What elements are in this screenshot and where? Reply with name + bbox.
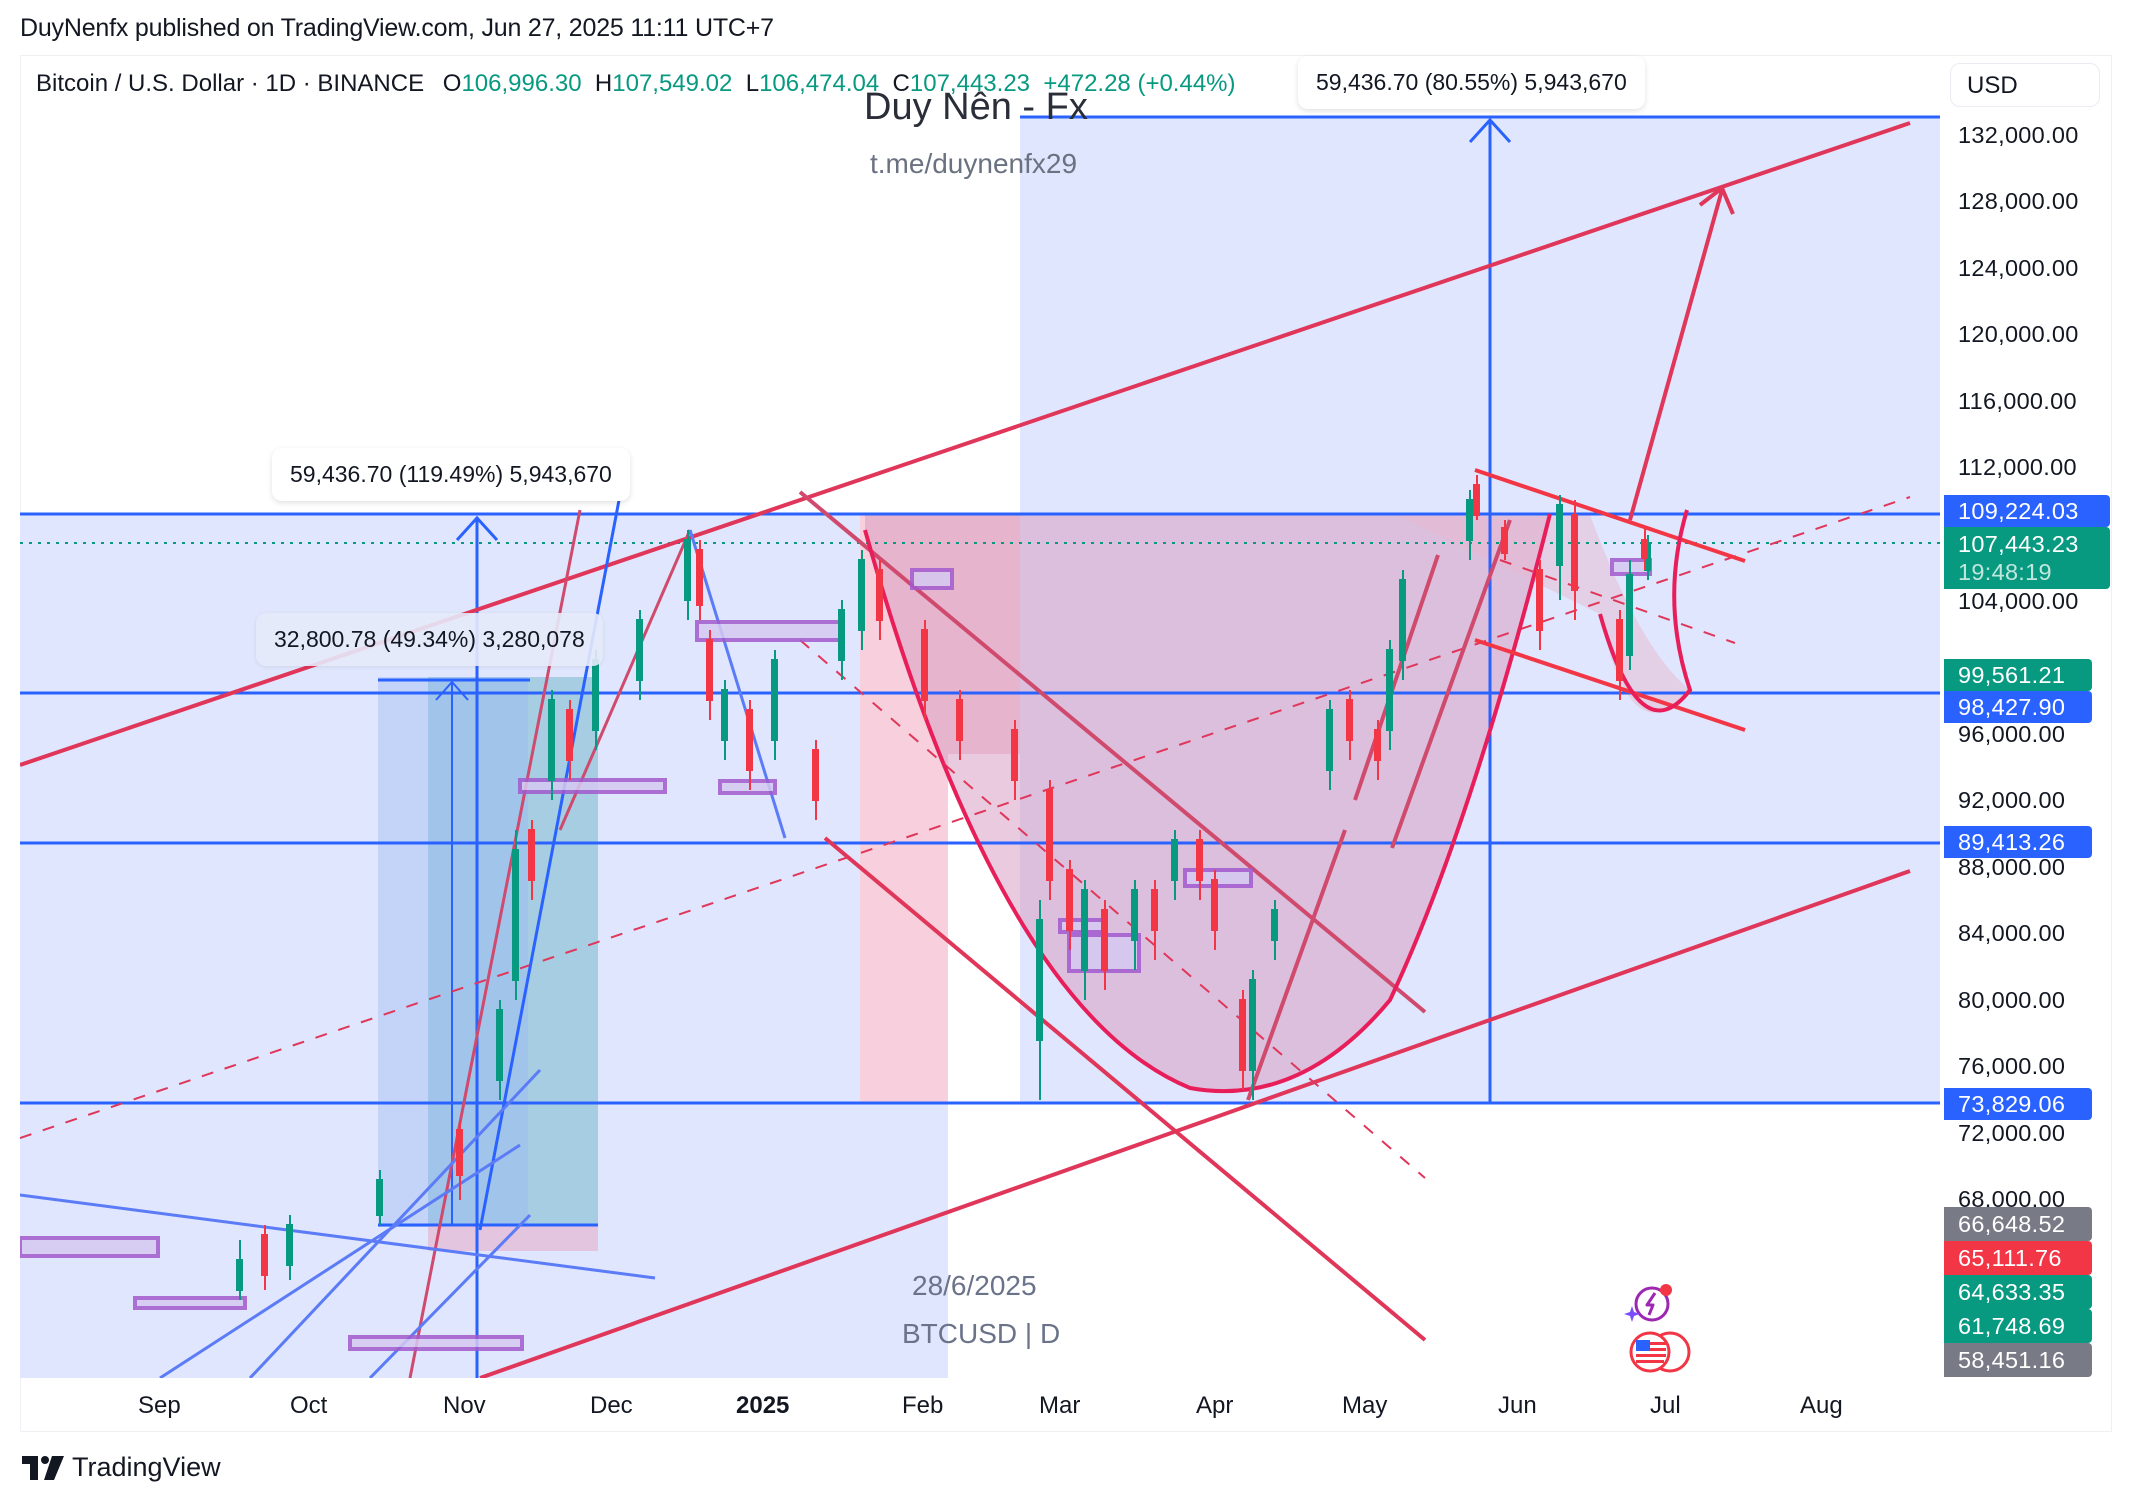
us-economic-events-icon[interactable]	[1628, 1330, 1694, 1379]
price-badge: 64,633.35	[1944, 1275, 2092, 1309]
symbol-legend[interactable]: Bitcoin / U.S. Dollar · 1D · BINANCE O10…	[36, 70, 1236, 98]
watermark-title: Duy Nên - Fx	[864, 86, 1088, 128]
tradingview-logo-icon	[22, 1455, 64, 1480]
price-tick: 120,000.00	[1958, 321, 2079, 347]
time-label: May	[1342, 1392, 1388, 1419]
low-value: 106,474.04	[759, 70, 880, 97]
high-value: 107,549.02	[612, 70, 733, 97]
price-badge-level: 98,427.90	[1944, 691, 2092, 723]
tradingview-brand: TradingView	[72, 1452, 221, 1482]
last-price: 107,443.23	[1958, 531, 2079, 557]
price-tick: 72,000.00	[1958, 1120, 2066, 1146]
bar-countdown: 19:48:19	[1958, 559, 2052, 585]
price-badge-level: 73,829.06	[1944, 1088, 2092, 1120]
time-label: Mar	[1039, 1392, 1081, 1419]
close-value: 107,443.23	[909, 70, 1031, 97]
high-label: H	[594, 70, 613, 97]
price-tick: 112,000.00	[1958, 454, 2077, 480]
time-label: Dec	[590, 1392, 633, 1419]
measure-label-mid[interactable]: 59,436.70 (119.49%) 5,943,670	[272, 448, 630, 501]
time-label: Feb	[902, 1392, 944, 1419]
price-badge-last: 107,443.23 19:48:19	[1944, 527, 2110, 589]
price-tick: 96,000.00	[1958, 721, 2066, 747]
open-label: O	[442, 70, 462, 97]
time-label: Sep	[138, 1392, 181, 1419]
price-badge: 99,561.21	[1944, 659, 2092, 691]
price-tick: 124,000.00	[1958, 255, 2079, 281]
price-tick: 80,000.00	[1958, 987, 2066, 1013]
chart-plot-area[interactable]	[20, 55, 1940, 1378]
price-tick: 92,000.00	[1958, 787, 2066, 813]
chart-drawing	[20, 115, 1940, 1378]
watermark-date: 28/6/2025	[912, 1270, 1037, 1301]
price-tick: 116,000.00	[1958, 388, 2077, 414]
currency-selector[interactable]: USD	[1950, 63, 2100, 107]
price-tick: 128,000.00	[1958, 188, 2079, 214]
time-label: Nov	[443, 1392, 486, 1419]
price-tick: 104,000.00	[1958, 588, 2079, 614]
price-tick: 84,000.00	[1958, 920, 2066, 946]
price-badge: 65,111.76	[1944, 1241, 2092, 1275]
price-tick: 76,000.00	[1958, 1053, 2066, 1079]
measure-label-low[interactable]: 32,800.78 (49.34%) 3,280,078	[256, 613, 603, 666]
close-label: C	[892, 70, 910, 97]
time-label: Jul	[1650, 1392, 1681, 1419]
price-badge: 61,748.69	[1944, 1309, 2092, 1343]
watermark-symbol: BTCUSD | D	[902, 1318, 1061, 1349]
time-label: Jun	[1498, 1392, 1537, 1419]
change-value: +472.28 (+0.44%)	[1043, 70, 1236, 97]
price-tick: 132,000.00	[1958, 122, 2079, 148]
price-badge: 58,451.16	[1944, 1343, 2092, 1377]
symbol-title[interactable]: Bitcoin / U.S. Dollar · 1D · BINANCE	[36, 70, 425, 97]
tradingview-logo[interactable]: TradingView	[22, 1452, 221, 1483]
measure-label-top[interactable]: 59,436.70 (80.55%) 5,943,670	[1298, 56, 1645, 109]
price-tick: 88,000.00	[1958, 854, 2066, 880]
time-label: Aug	[1800, 1392, 1843, 1419]
price-badge: 66,648.52	[1944, 1207, 2092, 1241]
time-label: Oct	[290, 1392, 328, 1419]
watermark-subtitle: t.me/duynenfx29	[870, 148, 1078, 179]
lightning-sparkle-icon[interactable]	[1622, 1280, 1678, 1331]
price-badge-level: 109,224.03	[1944, 495, 2110, 527]
publish-info: DuyNenfx published on TradingView.com, J…	[20, 14, 774, 42]
time-label-year: 2025	[736, 1392, 790, 1419]
low-label: L	[745, 70, 760, 97]
price-badge-level: 89,413.26	[1944, 826, 2092, 858]
open-value: 106,996.30	[461, 70, 582, 97]
time-label: Apr	[1196, 1392, 1234, 1419]
